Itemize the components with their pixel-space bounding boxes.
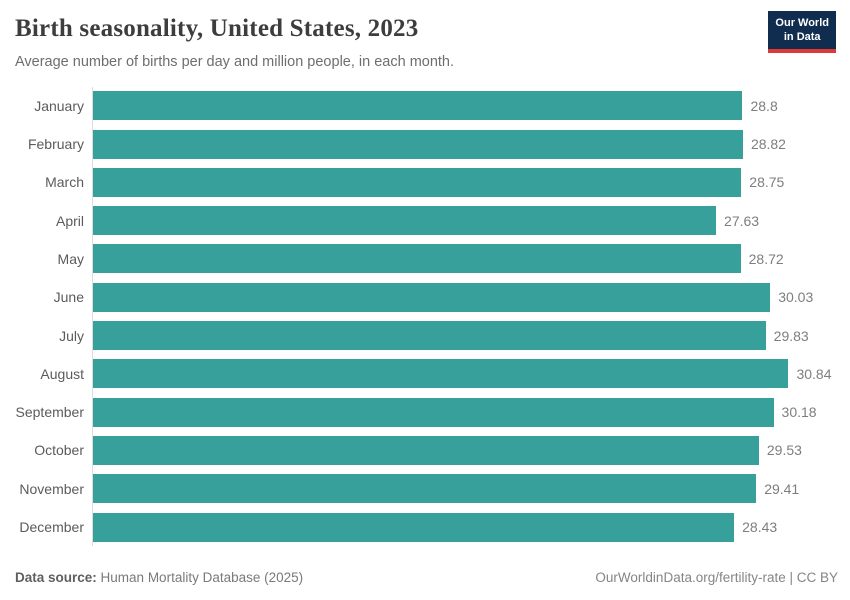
bar-category-label: May (57, 250, 84, 267)
bar-row: September 30.18 (15, 393, 838, 432)
bar-plot-area: 28.43 (92, 507, 838, 547)
owid-logo[interactable]: Our World in Data (768, 11, 836, 53)
bar-row: May 28.72 (15, 239, 838, 279)
bar-plot-area: 29.53 (92, 431, 838, 470)
bar-category-label: September (15, 404, 84, 421)
bar-plot-area: 28.82 (92, 124, 838, 164)
bar[interactable] (93, 321, 766, 351)
bar-value-label: 29.53 (766, 442, 802, 459)
bar-row: October 29.53 (15, 431, 838, 470)
bar-category-label: June (53, 289, 84, 306)
bar[interactable] (93, 474, 757, 504)
bar-plot-area: 30.03 (92, 278, 838, 317)
bar-plot-area: 28.75 (92, 163, 838, 202)
owid-logo-line1: Our World (775, 17, 829, 29)
chart-subtitle: Average number of births per day and mil… (15, 53, 455, 70)
bar[interactable] (93, 244, 741, 274)
bar-value-label: 28.82 (750, 136, 786, 153)
bar-row: August 30.84 (15, 354, 838, 393)
chart-header: Birth seasonality, United States, 2023 A… (15, 11, 838, 71)
bar-row: February 28.82 (15, 124, 838, 164)
bar-value-label: 28.8 (750, 97, 778, 114)
bar-category-label: November (19, 480, 84, 497)
owid-logo-line2: in Data (783, 30, 821, 43)
bar-row: January 28.8 (15, 86, 838, 125)
bar-category-label: January (34, 97, 84, 114)
bar-category-label: October (34, 442, 84, 459)
bar-value-label: 30.03 (778, 289, 814, 306)
bar[interactable] (93, 167, 742, 197)
bar-row: July 29.83 (15, 316, 838, 355)
bar-row: March 28.75 (15, 163, 838, 202)
bar-category-label: March (45, 174, 84, 191)
bar[interactable] (93, 206, 717, 236)
logo-accent-bar (768, 49, 836, 53)
bar-value-label: 30.84 (796, 365, 832, 382)
bar-plot-area: 29.83 (92, 316, 838, 355)
bar[interactable] (93, 282, 771, 312)
bar-row: June 30.03 (15, 278, 838, 317)
bar-value-label: 28.43 (742, 519, 778, 536)
bar-chart: January 28.8 February 28.82 March 28.75 April 2… (15, 86, 838, 547)
bar[interactable] (93, 397, 774, 427)
bar-plot-area: 28.8 (92, 86, 838, 125)
bar-value-label: 27.63 (724, 212, 760, 229)
bar-row: December 28.43 (15, 507, 838, 547)
bar-category-label: April (55, 212, 84, 229)
bar[interactable] (93, 435, 759, 465)
bar-category-label: December (19, 519, 84, 536)
bar-value-label: 28.72 (748, 250, 784, 267)
bar-category-label: August (40, 365, 84, 382)
bar-value-label: 29.83 (773, 327, 809, 344)
bar-plot-area: 27.63 (92, 201, 838, 240)
data-source-label: Data source: (15, 570, 97, 585)
bar-plot-area: 30.18 (92, 393, 838, 432)
bar-row: April 27.63 (15, 201, 838, 240)
bar[interactable] (93, 129, 743, 159)
bar[interactable] (93, 91, 743, 121)
bar-category-label: February (27, 136, 84, 153)
chart-footer: Data source: Human Mortality Database (2… (15, 570, 838, 585)
bar-plot-area: 29.41 (92, 469, 838, 508)
bar-value-label: 29.41 (764, 480, 800, 497)
bar-value-label: 28.75 (749, 174, 785, 191)
bar[interactable] (93, 512, 735, 542)
credit-link[interactable]: OurWorldinData.org/fertility-rate | CC B… (595, 570, 838, 585)
bar-plot-area: 28.72 (92, 239, 838, 279)
bar-value-label: 30.18 (781, 404, 817, 421)
data-source: Data source: Human Mortality Database (2… (15, 570, 303, 585)
chart-title: Birth seasonality, United States, 2023 (15, 15, 419, 42)
bar-category-label: July (59, 327, 84, 344)
data-source-value: Human Mortality Database (2025) (100, 570, 304, 585)
bar-row: November 29.41 (15, 469, 838, 508)
bar-plot-area: 30.84 (92, 354, 838, 393)
bar[interactable] (93, 359, 789, 389)
